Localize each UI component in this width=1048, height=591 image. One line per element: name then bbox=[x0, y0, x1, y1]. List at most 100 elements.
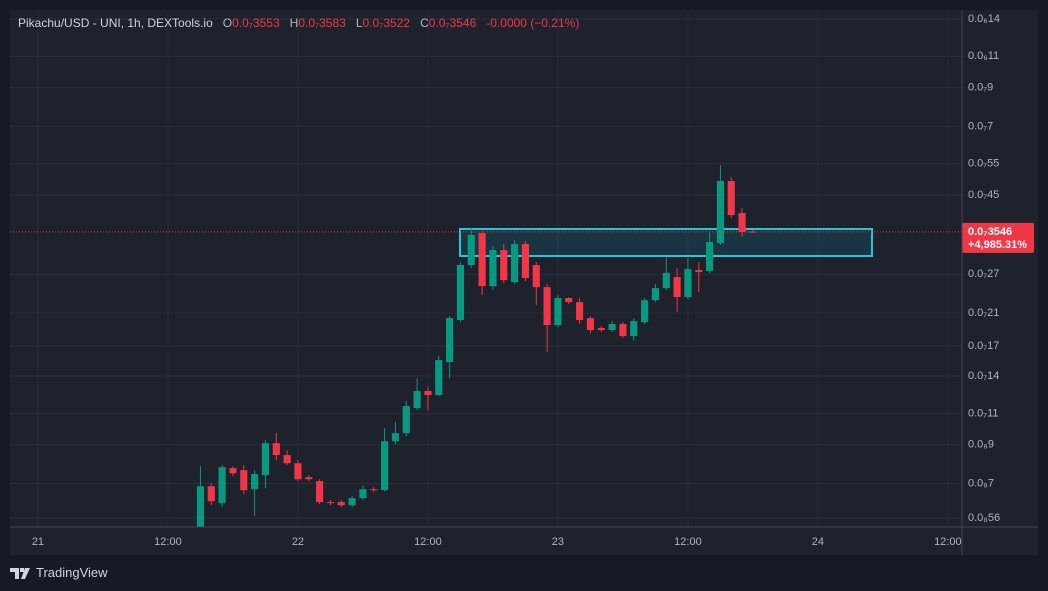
candle-body bbox=[511, 244, 519, 283]
candle-body bbox=[554, 298, 562, 326]
candle-body bbox=[489, 250, 497, 287]
x-tick-label: 12:00 bbox=[414, 536, 442, 548]
candle-body bbox=[218, 467, 226, 504]
candle-body bbox=[348, 498, 356, 506]
candle-body bbox=[359, 489, 367, 499]
candle-body bbox=[370, 489, 378, 491]
candle-body bbox=[402, 406, 410, 434]
x-tick-label: 12:00 bbox=[154, 536, 182, 548]
symbol-title: Pikachu/USD - UNI, 1h, DEXTools.io bbox=[18, 16, 213, 30]
candle-body bbox=[543, 287, 551, 326]
footer[interactable]: TradingView bbox=[10, 565, 108, 580]
y-tick-label: 0.0₇9 bbox=[968, 81, 993, 93]
x-tick-label: 24 bbox=[812, 536, 824, 548]
y-tick-label: 0.0₇14 bbox=[968, 370, 999, 382]
logo-icon bbox=[10, 567, 30, 579]
candle-body bbox=[272, 443, 280, 456]
y-tick-label: 0.0₈56 bbox=[968, 512, 1000, 524]
candle-body bbox=[229, 468, 237, 474]
ohlc-value: 0.0₇3546 bbox=[428, 16, 477, 30]
candle-body bbox=[413, 391, 421, 409]
x-tick-label: 12:00 bbox=[674, 536, 702, 548]
ohlc-item: H0.0₇3583 bbox=[290, 16, 346, 30]
candle-body bbox=[251, 474, 259, 490]
candle-body bbox=[662, 273, 670, 289]
candle-body bbox=[619, 324, 627, 337]
overlay bbox=[10, 222, 1034, 253]
candle-body bbox=[673, 277, 681, 298]
last-price-label: 0.0₇3546 bbox=[968, 226, 1012, 238]
candle-body bbox=[316, 481, 324, 503]
candle-body bbox=[294, 463, 302, 480]
grid bbox=[10, 10, 962, 527]
candle-body bbox=[391, 433, 400, 442]
candle-body bbox=[305, 477, 313, 480]
y-tick-label: 0.0₇17 bbox=[968, 340, 999, 352]
candle-body bbox=[706, 242, 714, 272]
candle-body bbox=[381, 441, 389, 491]
candle-body bbox=[500, 250, 508, 281]
candle-body bbox=[435, 360, 443, 396]
candle-body bbox=[261, 443, 270, 476]
last-change-label: +4,985.31% bbox=[968, 239, 1027, 251]
last-price-box bbox=[962, 222, 1034, 253]
candle-body bbox=[565, 298, 573, 303]
ohlc-item: C0.0₇3546 bbox=[420, 16, 476, 30]
candle-body bbox=[467, 235, 475, 266]
change: -0.0000 (−0.21%) bbox=[486, 16, 580, 30]
candle-body bbox=[651, 288, 660, 301]
y-tick-label: 0.0₇55 bbox=[968, 158, 999, 170]
ohlc-item: O0.0₇3553 bbox=[223, 16, 280, 30]
x-tick-label: 23 bbox=[552, 536, 564, 548]
chart-panel bbox=[10, 10, 1038, 555]
candle-body bbox=[576, 302, 584, 321]
candle-body bbox=[727, 180, 735, 216]
y-tick-label: 0.0₆11 bbox=[968, 50, 999, 62]
candle-body bbox=[456, 265, 465, 321]
candle-body bbox=[630, 321, 638, 337]
legend: Pikachu/USD - UNI, 1h, DEXTools.io O0.0₇… bbox=[18, 16, 579, 30]
ohlc-value: 0.0₇3553 bbox=[232, 16, 280, 30]
candle-body bbox=[608, 324, 616, 331]
candle-body bbox=[424, 391, 432, 396]
candle-body bbox=[446, 318, 454, 363]
candles bbox=[196, 164, 757, 527]
candle-body bbox=[337, 502, 345, 506]
candle-body bbox=[586, 318, 595, 331]
y-tick-label: 0.0₇21 bbox=[968, 307, 999, 319]
y-tick-label: 0.0₇27 bbox=[968, 268, 999, 280]
candle-body bbox=[641, 300, 649, 323]
rectangle-drawing bbox=[459, 228, 873, 257]
ohlc-value: 0.0₇3583 bbox=[298, 16, 346, 30]
candle-body bbox=[749, 231, 757, 233]
ohlc-label: O bbox=[222, 16, 233, 30]
candle-body bbox=[326, 502, 335, 504]
y-tick-label: 0.0₇11 bbox=[968, 407, 999, 419]
candle-body bbox=[521, 244, 530, 279]
candle-body bbox=[478, 233, 486, 287]
candle-body bbox=[207, 486, 215, 502]
x-tick-label: 22 bbox=[292, 536, 304, 548]
y-tick-label: 0.0₇45 bbox=[968, 189, 999, 201]
ohlc-value: 0.0₇3522 bbox=[362, 16, 411, 30]
candle-body bbox=[716, 180, 724, 244]
candle-body bbox=[283, 455, 291, 464]
candle-body bbox=[196, 486, 205, 527]
ohlc-item: L0.0₇3522 bbox=[356, 16, 410, 30]
y-tick-label: 0.0₆14 bbox=[968, 13, 1000, 25]
candle-body bbox=[684, 269, 692, 298]
y-tick-label: 0.0₈7 bbox=[968, 477, 994, 489]
candle-body bbox=[738, 213, 746, 233]
candle-body bbox=[597, 328, 605, 331]
ohlc-label: L bbox=[355, 16, 363, 30]
y-tick-label: 0.0₇7 bbox=[968, 120, 993, 132]
x-tick-label: 21 bbox=[32, 536, 44, 548]
ohlc-label: C bbox=[420, 16, 429, 30]
candle-body bbox=[695, 270, 703, 273]
y-tick-label: 0.0₈9 bbox=[968, 438, 994, 450]
candle-body bbox=[532, 265, 540, 288]
x-tick-label: 12:00 bbox=[934, 536, 962, 548]
ohlc-label: H bbox=[289, 16, 299, 30]
